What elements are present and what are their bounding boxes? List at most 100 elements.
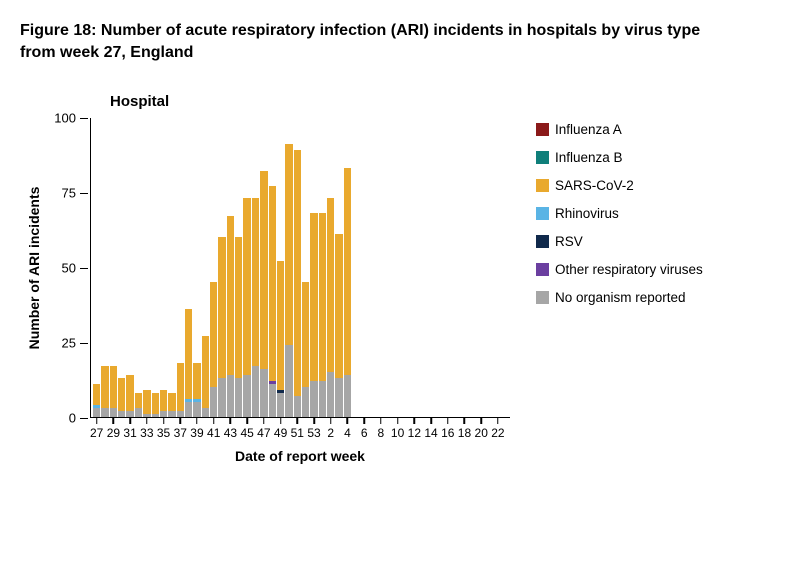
y-axis-label: Number of ARI incidents <box>26 187 42 350</box>
bar-week: 47 <box>260 171 267 417</box>
y-tick <box>80 193 88 194</box>
bar-segment-no_organism <box>294 396 301 417</box>
legend-label: Influenza A <box>555 122 622 137</box>
bar-segment-sars_cov2 <box>277 261 284 390</box>
bar-segment-sars_cov2 <box>193 363 200 399</box>
y-tick <box>80 343 88 344</box>
bar-week: 51 <box>294 150 301 417</box>
bar-week <box>302 282 309 417</box>
legend-swatch <box>536 207 549 220</box>
x-tick <box>497 417 499 424</box>
bar-week: 53 <box>310 213 317 417</box>
bar-week <box>269 186 276 417</box>
bar-week: 27 <box>93 384 100 417</box>
legend-item-rsv: RSV <box>536 234 703 249</box>
x-tick-label: 53 <box>307 426 320 440</box>
bar-segment-sars_cov2 <box>285 144 292 345</box>
x-tick-label: 51 <box>291 426 304 440</box>
x-tick <box>363 417 365 424</box>
x-tick-label: 2 <box>327 426 334 440</box>
bar-segment-no_organism <box>335 378 342 417</box>
bar-segment-sars_cov2 <box>101 366 108 408</box>
x-tick-label: 4 <box>344 426 351 440</box>
x-tick-label: 12 <box>408 426 421 440</box>
x-tick <box>96 417 98 424</box>
bar-week <box>319 213 326 417</box>
x-tick <box>146 417 148 424</box>
bar-week: 37 <box>177 363 184 417</box>
x-tick-label: 22 <box>491 426 504 440</box>
y-tick <box>80 118 88 119</box>
bar-week <box>152 393 159 417</box>
bar-segment-no_organism <box>327 372 334 417</box>
bar-week: 49 <box>277 261 284 417</box>
x-tick <box>163 417 165 424</box>
x-tick <box>313 417 315 424</box>
x-tick <box>380 417 382 424</box>
x-tick-label: 43 <box>224 426 237 440</box>
x-tick <box>280 417 282 424</box>
x-tick <box>196 417 198 424</box>
x-tick <box>464 417 466 424</box>
x-tick-label: 31 <box>123 426 136 440</box>
legend-swatch <box>536 123 549 136</box>
legend-swatch <box>536 179 549 192</box>
bar-segment-sars_cov2 <box>335 234 342 378</box>
x-tick <box>113 417 115 424</box>
bars-container: 2729313335373941434547495153246810121416… <box>91 118 510 417</box>
bar-segment-sars_cov2 <box>177 363 184 411</box>
legend-swatch <box>536 235 549 248</box>
x-tick-label: 35 <box>157 426 170 440</box>
bar-week <box>285 144 292 417</box>
bar-segment-sars_cov2 <box>227 216 234 375</box>
x-tick <box>330 417 332 424</box>
bar-week: 29 <box>110 366 117 417</box>
bar-week: 4 <box>344 168 351 417</box>
x-tick <box>213 417 215 424</box>
y-tick <box>80 268 88 269</box>
bar-segment-sars_cov2 <box>185 309 192 399</box>
bar-segment-no_organism <box>152 414 159 417</box>
x-tick-label: 41 <box>207 426 220 440</box>
bar-segment-no_organism <box>269 384 276 417</box>
x-tick <box>480 417 482 424</box>
bar-week: 31 <box>126 375 133 417</box>
figure-title: Figure 18: Number of acute respiratory i… <box>20 20 740 63</box>
legend-swatch <box>536 263 549 276</box>
legend-label: SARS-CoV-2 <box>555 178 634 193</box>
bar-segment-sars_cov2 <box>126 375 133 411</box>
x-tick-label: 45 <box>240 426 253 440</box>
bar-week <box>252 198 259 417</box>
bar-week: 45 <box>243 198 250 417</box>
x-tick-label: 8 <box>378 426 385 440</box>
bar-segment-no_organism <box>168 411 175 417</box>
bar-segment-sars_cov2 <box>160 390 167 411</box>
x-tick-label: 14 <box>424 426 437 440</box>
y-tick-label: 25 <box>62 336 76 351</box>
bar-segment-no_organism <box>310 381 317 417</box>
bar-week <box>185 309 192 417</box>
bar-segment-sars_cov2 <box>252 198 259 366</box>
legend-label: Other respiratory viruses <box>555 262 703 277</box>
plot: 2729313335373941434547495153246810121416… <box>90 118 510 418</box>
bar-week <box>202 336 209 417</box>
y-tick-label: 75 <box>62 186 76 201</box>
x-tick-label: 10 <box>391 426 404 440</box>
bar-segment-sars_cov2 <box>319 213 326 381</box>
chart-row: Number of ARI incidents 2729313335373941… <box>20 118 772 464</box>
bar-segment-no_organism <box>235 378 242 417</box>
legend-label: Influenza B <box>555 150 623 165</box>
x-tick <box>246 417 248 424</box>
x-tick-label: 49 <box>274 426 287 440</box>
legend-swatch <box>536 291 549 304</box>
bar-segment-sars_cov2 <box>152 393 159 414</box>
bar-segment-sars_cov2 <box>168 393 175 411</box>
x-tick <box>430 417 432 424</box>
bar-week <box>235 237 242 417</box>
x-tick <box>347 417 349 424</box>
bar-segment-no_organism <box>218 378 225 417</box>
legend-item-sars_cov2: SARS-CoV-2 <box>536 178 703 193</box>
bar-week: 2 <box>327 198 334 417</box>
x-tick <box>397 417 399 424</box>
bar-week <box>168 393 175 417</box>
